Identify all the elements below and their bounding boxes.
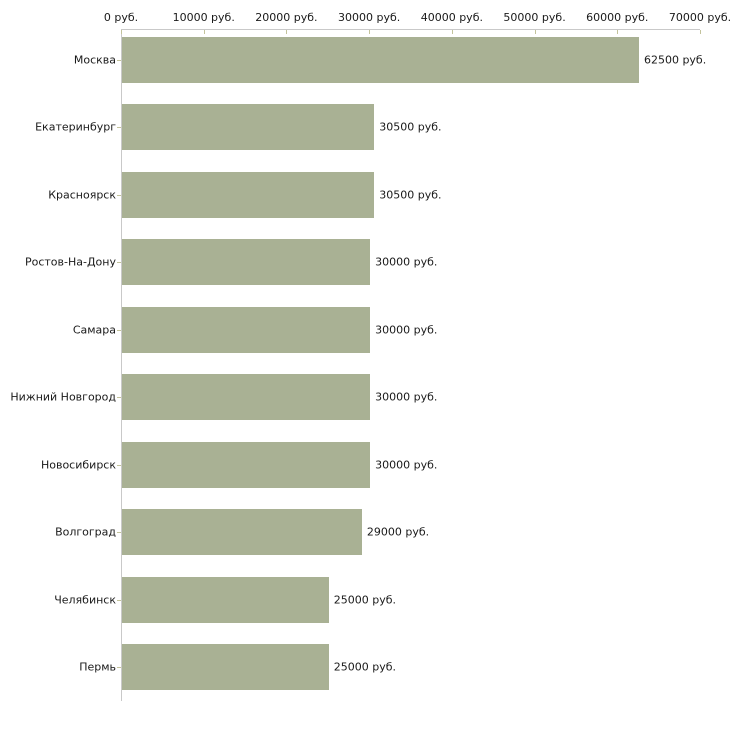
- x-tick-label: 70000 руб.: [668, 11, 730, 24]
- x-tick-label: 40000 руб.: [420, 11, 483, 24]
- value-label: 25000 руб.: [333, 593, 397, 606]
- bar-Челябинск: [122, 576, 329, 623]
- bar-Красноярск: [122, 171, 375, 218]
- value-label: 30000 руб.: [375, 390, 438, 404]
- y-tick-mark: [117, 60, 121, 61]
- bar-Волгоград: [122, 509, 362, 555]
- x-tick-mark: [203, 30, 205, 34]
- x-tick-mark: [451, 30, 453, 34]
- category-label: Екатеринбург: [35, 120, 116, 134]
- value-label: 30000 руб.: [375, 323, 438, 336]
- x-tick-label: 50000 руб.: [503, 11, 566, 24]
- x-tick-mark: [286, 30, 288, 34]
- value-label: 30000 руб.: [375, 458, 438, 471]
- x-tick-mark: [534, 30, 536, 34]
- value-label: 62500 руб.: [643, 53, 707, 66]
- value-label: 30500 руб.: [379, 188, 442, 201]
- category-label: Пермь: [79, 660, 116, 674]
- x-tick-label: 10000 руб.: [172, 11, 235, 24]
- value-label: 25000 руб.: [333, 660, 397, 674]
- x-tick-label: 20000 руб.: [255, 11, 318, 24]
- bar-Самара: [122, 306, 371, 353]
- x-tick-mark: [617, 30, 619, 34]
- category-label: Красноярск: [48, 188, 116, 201]
- x-axis-line: [121, 29, 700, 30]
- y-tick-mark: [117, 127, 121, 128]
- y-tick-mark: [117, 195, 121, 196]
- y-tick-mark: [117, 330, 121, 331]
- y-tick-mark: [117, 262, 121, 263]
- category-label: Волгоград: [55, 525, 116, 539]
- category-label: Самара: [72, 323, 116, 336]
- y-tick-mark: [117, 667, 121, 668]
- x-tick-mark: [121, 30, 122, 34]
- category-label: Москва: [73, 53, 116, 66]
- bar-Екатеринбург: [122, 104, 375, 150]
- y-tick-mark: [117, 532, 121, 533]
- y-tick-mark: [117, 397, 121, 398]
- y-tick-mark: [117, 600, 121, 601]
- bar-Москва: [122, 36, 639, 83]
- x-tick-label: 0 руб.: [103, 11, 139, 24]
- category-label: Нижний Новгород: [10, 390, 116, 404]
- x-tick-mark: [700, 30, 701, 34]
- bar-Новосибирск: [122, 441, 371, 488]
- value-label: 29000 руб.: [366, 525, 430, 539]
- x-tick-mark: [369, 30, 371, 34]
- bar-Ростов-На-Дону: [122, 239, 371, 285]
- value-label: 30000 руб.: [375, 255, 438, 269]
- y-tick-mark: [117, 465, 121, 466]
- x-tick-label: 30000 руб.: [338, 11, 401, 24]
- bar-Пермь: [122, 644, 329, 690]
- category-label: Ростов-На-Дону: [24, 255, 116, 269]
- value-label: 30500 руб.: [379, 120, 442, 134]
- x-tick-label: 60000 руб.: [586, 11, 649, 24]
- category-label: Челябинск: [54, 593, 116, 606]
- y-axis-line: [121, 29, 122, 701]
- bar-Нижний Новгород: [122, 374, 371, 420]
- category-label: Новосибирск: [40, 458, 116, 471]
